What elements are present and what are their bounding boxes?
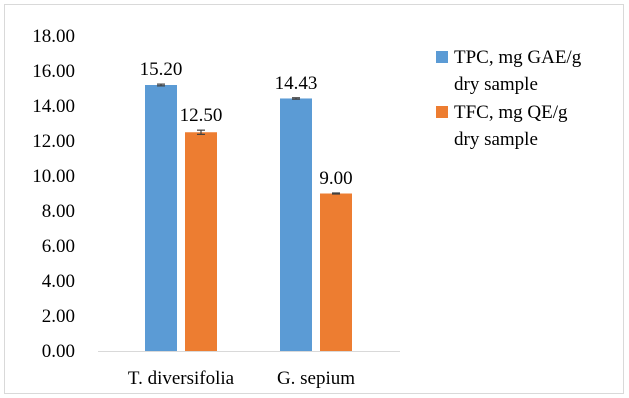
bar-tfc-t-diversifolia — [185, 132, 217, 351]
error-bar — [332, 192, 340, 195]
y-tick-label: 0.00 — [42, 341, 75, 362]
error-bars — [157, 83, 340, 195]
data-label: 15.20 — [140, 59, 183, 80]
y-tick-label: 2.00 — [42, 306, 75, 327]
y-tick-label: 6.00 — [42, 236, 75, 257]
y-tick-label: 4.00 — [42, 271, 75, 292]
data-labels: 15.20 14.43 12.50 9.00 — [140, 59, 353, 189]
legend-swatch — [436, 51, 448, 63]
data-label: 9.00 — [319, 168, 352, 189]
error-bar — [292, 97, 300, 100]
error-bar — [157, 83, 165, 87]
y-tick-label: 18.00 — [32, 26, 75, 47]
x-category-label: G. sepium — [277, 368, 355, 389]
data-label: 14.43 — [275, 73, 318, 94]
y-tick-label: 16.00 — [32, 61, 75, 82]
chart-frame — [4, 4, 624, 394]
x-axis-labels: T. diversifolia G. sepium — [128, 368, 355, 389]
y-tick-label: 8.00 — [42, 201, 75, 222]
bar-tfc-g-sepium — [320, 193, 352, 351]
y-tick-label: 10.00 — [32, 166, 75, 187]
y-tick-label: 14.00 — [32, 96, 75, 117]
y-axis: 0.00 2.00 4.00 6.00 8.00 10.00 12.00 14.00 16.00… — [32, 26, 75, 362]
legend-label: dry sample — [454, 129, 538, 150]
x-category-label: T. diversifolia — [128, 368, 235, 389]
error-bar — [197, 129, 205, 135]
bars — [145, 85, 352, 351]
legend-label: TFC, mg QE/g — [454, 102, 568, 123]
bar-tpc-t-diversifolia — [145, 85, 177, 351]
legend-item: TPC, mg GAE/g dry sample — [436, 47, 582, 95]
legend-label: dry sample — [454, 74, 538, 95]
data-label: 12.50 — [180, 105, 223, 126]
legend-item: TFC, mg QE/g dry sample — [436, 102, 568, 150]
y-tick-label: 12.00 — [32, 131, 75, 152]
bar-tpc-g-sepium — [280, 98, 312, 351]
legend-label: TPC, mg GAE/g — [454, 47, 582, 68]
legend-swatch — [436, 106, 448, 118]
legend: TPC, mg GAE/g dry sample TFC, mg QE/g dry s… — [436, 47, 582, 150]
